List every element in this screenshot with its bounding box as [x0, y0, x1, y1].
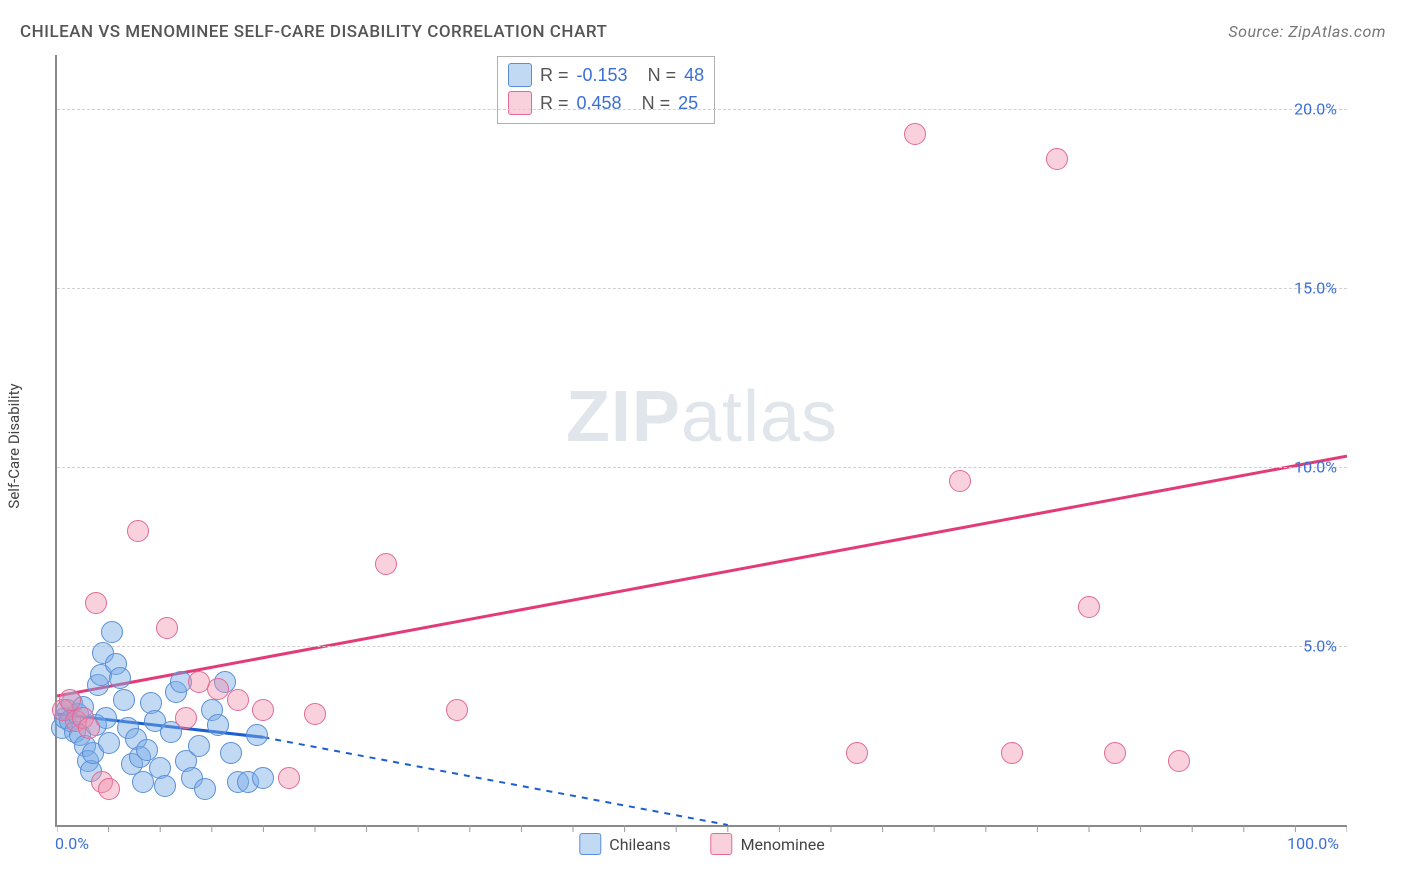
stat-r-label: R =	[540, 93, 569, 114]
data-point-menominee	[1001, 742, 1023, 764]
x-tick-label: 100.0%	[1287, 834, 1339, 853]
y-tick-label: 5.0%	[1303, 636, 1337, 655]
data-point-menominee	[846, 742, 868, 764]
data-point-menominee	[446, 699, 468, 721]
data-point-menominee	[227, 689, 249, 711]
data-point-menominee	[304, 703, 326, 725]
stats-row-menominee: R = 0.458 N = 25	[508, 89, 704, 117]
stat-r-value: 0.458	[577, 93, 622, 114]
legend-swatch-menominee	[711, 833, 733, 855]
gridline	[57, 288, 1347, 289]
gridline	[57, 109, 1347, 110]
trend-lines	[57, 55, 1347, 837]
gridline	[57, 646, 1347, 647]
data-point-chileans	[98, 732, 120, 754]
stats-row-chileans: R = -0.153 N = 48	[508, 61, 704, 89]
correlation-stats-box: R = -0.153 N = 48 R = 0.458 N = 25	[497, 56, 715, 124]
data-point-menominee	[1046, 148, 1068, 170]
data-point-menominee	[904, 123, 926, 145]
stat-r-value: -0.153	[577, 65, 628, 86]
data-point-menominee	[1104, 742, 1126, 764]
data-point-menominee	[949, 470, 971, 492]
data-point-chileans	[220, 742, 242, 764]
legend-label: Chileans	[609, 835, 670, 854]
data-point-menominee	[156, 617, 178, 639]
y-axis-label: Self-Care Disability	[5, 383, 23, 508]
data-point-menominee	[175, 707, 197, 729]
y-tick-label: 15.0%	[1294, 278, 1337, 297]
data-point-menominee	[1168, 750, 1190, 772]
legend-label: Menominee	[741, 835, 825, 854]
data-point-chileans	[101, 621, 123, 643]
data-point-chileans	[113, 689, 135, 711]
data-point-chileans	[109, 667, 131, 689]
legend: Chileans Menominee	[579, 833, 824, 855]
data-point-menominee	[127, 520, 149, 542]
data-point-menominee	[78, 717, 100, 739]
swatch-chileans	[508, 63, 532, 87]
stat-r-label: R =	[540, 65, 569, 86]
data-point-chileans	[188, 735, 210, 757]
data-point-menominee	[98, 778, 120, 800]
data-point-menominee	[375, 553, 397, 575]
data-point-menominee	[252, 699, 274, 721]
watermark: ZIPatlas	[566, 376, 838, 458]
legend-swatch-chileans	[579, 833, 601, 855]
stat-n-label: N =	[642, 93, 671, 114]
stat-n-value: 48	[684, 65, 704, 86]
swatch-menominee	[508, 91, 532, 115]
chart-title: CHILEAN VS MENOMINEE SELF-CARE DISABILIT…	[20, 22, 607, 42]
data-point-chileans	[252, 767, 274, 789]
scatter-plot-area: ZIPatlas R = -0.153 N = 48 R = 0.458 N = 25…	[55, 55, 1347, 827]
stat-n-label: N =	[648, 65, 677, 86]
y-tick-label: 10.0%	[1294, 457, 1337, 476]
stat-n-value: 25	[678, 93, 698, 114]
data-point-chileans	[154, 775, 176, 797]
gridline	[57, 467, 1347, 468]
data-point-chileans	[194, 778, 216, 800]
legend-item-menominee: Menominee	[711, 833, 825, 855]
x-tick-label: 0.0%	[55, 834, 89, 853]
legend-item-chileans: Chileans	[579, 833, 670, 855]
data-point-menominee	[278, 767, 300, 789]
data-point-menominee	[1078, 596, 1100, 618]
y-tick-label: 20.0%	[1294, 99, 1337, 118]
data-point-menominee	[85, 592, 107, 614]
data-point-chileans	[246, 724, 268, 746]
data-point-chileans	[207, 714, 229, 736]
source-attribution: Source: ZipAtlas.com	[1228, 22, 1386, 41]
